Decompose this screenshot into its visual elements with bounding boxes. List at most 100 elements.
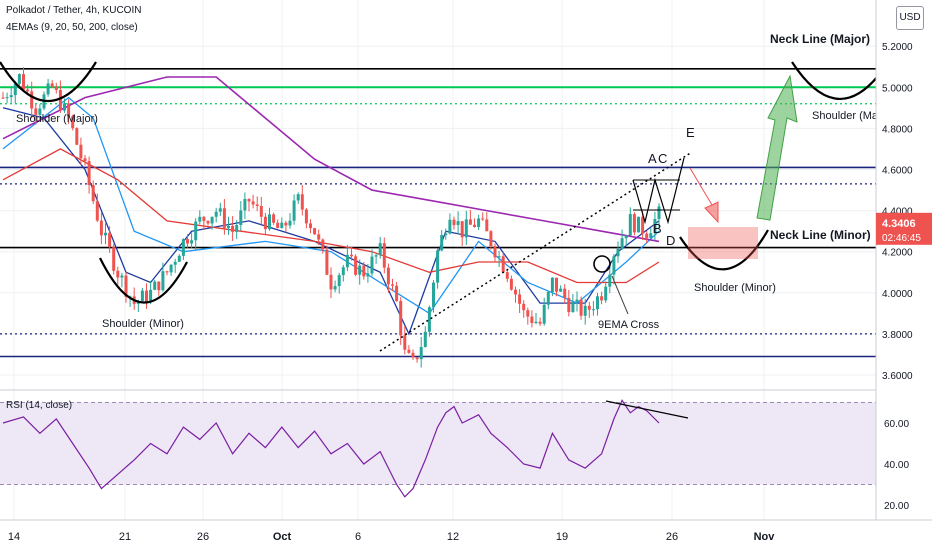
- candle-body: [120, 275, 124, 278]
- candle-body: [419, 347, 423, 360]
- candle-body: [366, 273, 370, 277]
- ema-cross-circle: [593, 255, 611, 273]
- candle-body: [399, 301, 403, 336]
- candle-body: [194, 221, 198, 241]
- candle-body: [657, 206, 661, 220]
- ascending-trendline: [379, 151, 693, 352]
- current-price-tag: [876, 212, 932, 245]
- candle-body: [63, 103, 66, 111]
- candle-body: [354, 256, 358, 275]
- candle-body: [9, 95, 13, 98]
- point-b-label: B: [653, 221, 662, 236]
- candle-body: [538, 321, 542, 324]
- candle-body: [481, 218, 485, 220]
- candle-body: [309, 223, 312, 229]
- candle-body: [514, 289, 517, 295]
- candle-body: [620, 238, 624, 249]
- candle-body: [448, 219, 452, 234]
- candle-body: [91, 184, 95, 202]
- candle-body: [58, 89, 62, 111]
- price-tick-label: 5.2000: [882, 42, 913, 53]
- candle-body: [452, 219, 456, 226]
- candle-body: [587, 305, 591, 310]
- candle-body: [210, 216, 214, 224]
- time-tick-label: Oct: [273, 531, 292, 543]
- candle-body: [38, 108, 42, 115]
- candle-body: [526, 310, 530, 317]
- candle-body: [337, 275, 341, 287]
- candle-body: [444, 233, 448, 236]
- candle-body: [464, 219, 468, 238]
- candle-body: [624, 235, 628, 239]
- candle-body: [17, 74, 21, 84]
- candle-body: [493, 246, 497, 258]
- candle-body: [362, 265, 366, 277]
- candle-body: [628, 214, 632, 236]
- ema-indicator-label: 4EMAs (9, 20, 50, 200, close): [6, 22, 138, 33]
- candle-body: [468, 219, 472, 225]
- candle-body: [177, 255, 181, 262]
- candle-body: [489, 231, 493, 247]
- candle-body: [288, 220, 292, 226]
- price-tick-label: 4.0000: [882, 289, 913, 300]
- red-down-arrow: [689, 167, 719, 224]
- candle-body: [555, 277, 558, 292]
- candle-body: [251, 201, 255, 205]
- candle-body: [501, 256, 505, 273]
- shoulder-major-left-arc: [0, 61, 97, 102]
- candle-body: [304, 209, 308, 224]
- candle-body: [374, 255, 378, 257]
- time-tick-label: 26: [666, 531, 678, 543]
- candle-body: [243, 198, 247, 211]
- candle-body: [75, 128, 79, 145]
- candle-body: [231, 226, 235, 232]
- candle-body: [5, 97, 9, 99]
- symbol-title: Polkadot / Tether, 4h, KUCOIN: [6, 5, 142, 16]
- shoulder-minor-right-label: Shoulder (Minor): [694, 282, 776, 294]
- candle-body: [600, 296, 604, 301]
- candle-body: [645, 233, 649, 239]
- candle-body: [157, 281, 161, 291]
- time-tick-label: 19: [556, 531, 568, 543]
- rsi-line: [2, 399, 660, 498]
- candle-body: [276, 222, 280, 229]
- candle-body: [71, 116, 75, 129]
- candle-body: [161, 271, 165, 291]
- candle-body: [87, 161, 91, 185]
- candle-body: [116, 270, 120, 278]
- candle-body: [411, 352, 415, 358]
- price-tick-label: 4.4000: [882, 207, 913, 218]
- candle-body: [108, 232, 112, 248]
- candle-body: [169, 264, 173, 273]
- candle-body: [382, 243, 386, 268]
- candle-body: [259, 205, 263, 217]
- candle-body: [145, 290, 148, 302]
- point-a-label: A: [648, 151, 657, 166]
- candle-body: [350, 254, 353, 257]
- candle-body: [292, 200, 296, 221]
- candle-body: [22, 74, 25, 90]
- candle-body: [214, 211, 218, 217]
- candle-body: [436, 250, 440, 283]
- candle-body: [637, 216, 640, 233]
- point-d-label: D: [666, 233, 675, 248]
- candle-body: [550, 277, 554, 293]
- candle-body: [604, 286, 608, 301]
- price-tick-label: 3.8000: [882, 330, 913, 341]
- candle-body: [13, 83, 17, 96]
- candle-body: [563, 288, 567, 298]
- candle-body: [1, 97, 5, 99]
- candle-body: [432, 282, 435, 308]
- candle-body: [403, 335, 407, 350]
- candle-body: [477, 218, 481, 227]
- ema-cross-pointer: [611, 275, 629, 315]
- candle-body: [632, 214, 636, 233]
- shoulder-major-left-label: Shoulder (Major): [16, 113, 98, 125]
- candle-body: [509, 278, 513, 290]
- candle-body: [227, 226, 230, 228]
- candle-body: [345, 254, 349, 268]
- candle-body: [104, 232, 107, 236]
- currency-button[interactable]: USD: [896, 6, 924, 30]
- neck-line-minor-label: Neck Line (Minor): [770, 228, 871, 242]
